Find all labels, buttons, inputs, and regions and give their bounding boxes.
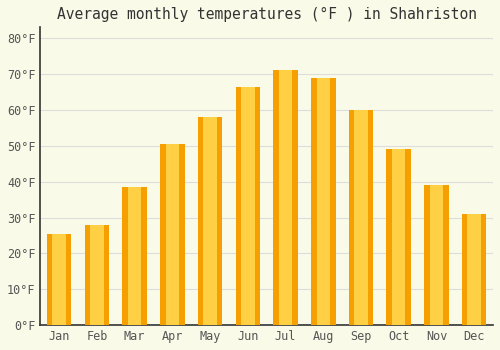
- Bar: [430, 185, 443, 325]
- Bar: [316, 78, 330, 325]
- Bar: [241, 86, 254, 325]
- Bar: [392, 149, 406, 325]
- Bar: [462, 214, 486, 325]
- Bar: [52, 234, 66, 325]
- Bar: [166, 144, 179, 325]
- Bar: [468, 214, 481, 325]
- Bar: [160, 144, 184, 325]
- Bar: [47, 234, 72, 325]
- Bar: [279, 70, 292, 325]
- Bar: [90, 225, 104, 325]
- Bar: [311, 78, 336, 325]
- Bar: [198, 117, 222, 325]
- Title: Average monthly temperatures (°F ) in Shahriston: Average monthly temperatures (°F ) in Sh…: [56, 7, 476, 22]
- Bar: [348, 110, 374, 325]
- Bar: [128, 187, 141, 325]
- Bar: [386, 149, 411, 325]
- Bar: [424, 185, 448, 325]
- Bar: [274, 70, 298, 325]
- Bar: [122, 187, 147, 325]
- Bar: [354, 110, 368, 325]
- Bar: [84, 225, 109, 325]
- Bar: [236, 86, 260, 325]
- Bar: [204, 117, 217, 325]
